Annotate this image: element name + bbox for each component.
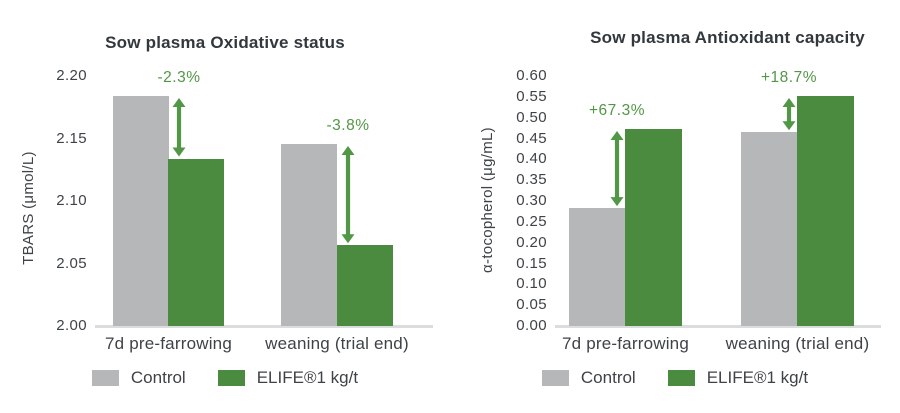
legend-item-elife: ELIFE®1 kg/t xyxy=(217,368,359,388)
legend-label-control: Control xyxy=(580,368,636,387)
bar-control xyxy=(113,96,169,326)
change-arrow-icon xyxy=(780,98,798,131)
bar-elife xyxy=(797,96,854,326)
bar-elife xyxy=(337,244,393,326)
plot-area: 0.00 0.05 0.10 0.15 0.20 0.25 0.30 0.35 0.40 0.45… xyxy=(450,0,900,413)
legend: Control ELIFE®1 kg/t xyxy=(0,368,450,388)
legend: Control ELIFE®1 kg/t xyxy=(450,368,900,388)
y-tick-label: 0.00 xyxy=(516,317,547,334)
bar-elife xyxy=(168,158,224,326)
y-tick-label: 2.15 xyxy=(56,129,87,147)
y-tick-label: 0.55 xyxy=(516,87,547,105)
chart-title: Sow plasma Antioxidant capacity xyxy=(590,28,865,47)
percent-change-label: -2.3% xyxy=(157,69,201,86)
y-tick-label: 0.30 xyxy=(516,192,547,209)
control-swatch xyxy=(541,370,569,386)
legend-item-elife: ELIFE®1 kg/t xyxy=(667,368,809,388)
y-tick-label: 0.45 xyxy=(516,129,547,147)
y-tick-label: 0.25 xyxy=(516,212,547,230)
y-tick-label: 0.40 xyxy=(516,150,547,168)
y-tick-label: 0.05 xyxy=(516,296,547,314)
plot-area: 2.00 2.05 2.10 2.15 2.20 7d pre-farrowing -2.3… xyxy=(56,67,433,353)
change-arrow-icon xyxy=(608,130,626,207)
legend-label-elife: ELIFE®1 kg/t xyxy=(256,368,359,387)
legend-item-control: Control xyxy=(91,368,186,388)
x-axis-baseline xyxy=(555,325,881,328)
bar-elife xyxy=(625,128,682,326)
elife-swatch xyxy=(217,370,245,386)
change-arrow-icon xyxy=(339,145,357,243)
chart-antioxidant-capacity: Sow plasma Antioxidant capacity α-tocoph… xyxy=(450,0,900,413)
bar-control xyxy=(569,208,626,326)
y-tick-label: 0.50 xyxy=(516,108,547,126)
chart-title: Sow plasma Oxidative status xyxy=(105,33,345,52)
percent-change-label: -3.8% xyxy=(326,116,370,134)
y-tick-label: 2.10 xyxy=(56,192,87,209)
y-tick-label: 2.05 xyxy=(56,254,87,272)
y-tick-label: 0.35 xyxy=(516,171,547,189)
y-tick-label: 0.60 xyxy=(516,67,547,84)
percent-change-label: +18.7% xyxy=(760,69,817,86)
y-tick-label: 0.15 xyxy=(516,254,547,272)
x-category-label: weaning (trial end) xyxy=(725,334,870,353)
bar-control xyxy=(741,132,798,326)
legend-label-elife: ELIFE®1 kg/t xyxy=(706,368,809,387)
y-tick-label: 2.20 xyxy=(56,67,87,84)
x-axis-baseline xyxy=(95,325,433,328)
elife-swatch xyxy=(667,370,695,386)
legend-label-control: Control xyxy=(130,368,186,387)
x-category-label: weaning (trial end) xyxy=(265,334,409,353)
chart-oxidative-status: Sow plasma Oxidative status TBARS (μmol/… xyxy=(0,33,450,388)
percent-change-label: +67.3% xyxy=(588,101,645,119)
x-category-label: 7d pre-farrowing xyxy=(562,334,689,353)
control-swatch xyxy=(91,370,119,386)
y-tick-label: 0.10 xyxy=(516,275,547,293)
bar-control xyxy=(281,143,337,326)
change-arrow-icon xyxy=(170,98,188,157)
x-category-label: 7d pre-farrowing xyxy=(105,334,232,353)
y-tick-label: 0.20 xyxy=(516,233,547,251)
y-tick-label: 2.00 xyxy=(56,317,87,334)
legend-item-control: Control xyxy=(541,368,636,388)
